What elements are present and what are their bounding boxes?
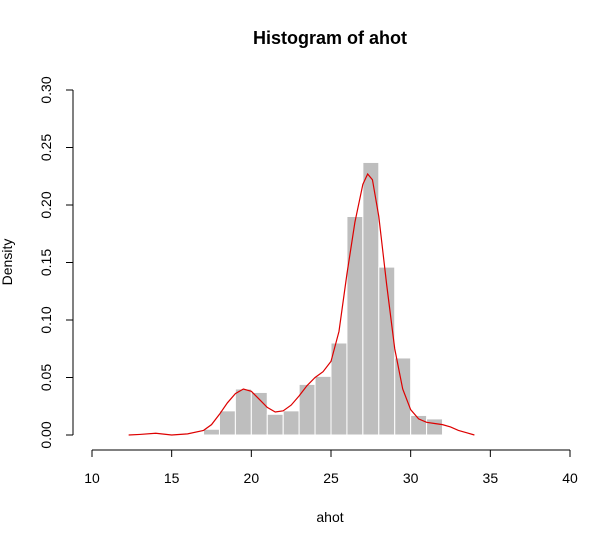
histogram-bar [426,418,444,436]
y-tick-label: 0.10 [38,306,54,333]
x-axis: 10 15 20 25 30 35 40 [84,449,578,486]
histogram-bar [203,428,220,436]
y-tick-label: 0.20 [38,191,54,218]
histogram-bar [346,216,364,436]
x-tick-label: 10 [84,470,100,486]
density-curve [128,172,475,436]
histogram-bar [314,375,332,436]
histogram-bar [394,357,412,436]
chart-title: Histogram of ahot [253,28,407,48]
y-axis: 0.00 0.05 0.10 0.15 0.20 0.25 0.30 [38,76,74,449]
histogram-bars [203,161,444,436]
y-axis-label: Density [0,239,15,286]
histogram-bar [234,388,252,436]
histogram-bar [378,266,396,436]
x-axis-label: ahot [316,509,343,525]
y-tick-label: 0.00 [38,421,54,448]
x-tick-label: 40 [562,470,578,486]
histogram-bar [330,342,348,436]
x-tick-label: 20 [244,470,260,486]
x-tick-label: 15 [164,470,180,486]
y-tick-label: 0.25 [38,134,54,161]
y-tick-label: 0.30 [38,76,54,103]
x-tick-label: 25 [323,470,339,486]
histogram-bar [282,410,300,436]
y-tick-label: 0.15 [38,249,54,276]
histogram-bar [266,413,284,436]
x-tick-label: 30 [403,470,419,486]
y-tick-label: 0.05 [38,364,54,391]
histogram-bar [218,410,236,436]
x-tick-label: 35 [483,470,499,486]
